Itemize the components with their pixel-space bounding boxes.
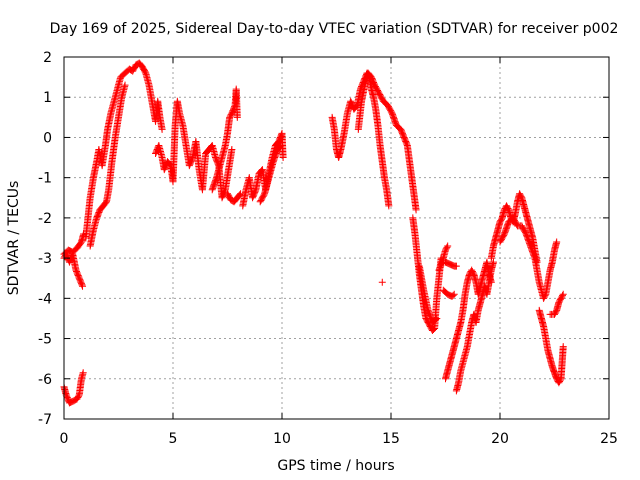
data-point: [559, 343, 567, 351]
data-point: [121, 81, 129, 89]
x-tick-label: 25: [600, 431, 618, 447]
y-tick-label: -2: [38, 211, 52, 227]
data-point: [277, 141, 285, 149]
data-point: [228, 146, 236, 154]
data-point: [553, 238, 561, 246]
y-tick-label: -4: [38, 291, 52, 307]
data-point: [78, 281, 86, 289]
data-point: [444, 242, 452, 250]
axis-ticks: 0 5 10 15 20 25 -7 -6 -5 -4 -3 -2 -1 0 1 2: [38, 50, 618, 447]
x-axis-label: GPS time / hours: [277, 458, 394, 474]
y-tick-label: 0: [43, 130, 52, 146]
data-point: [452, 262, 460, 270]
y-axis-label: SDTVAR / TECUs: [6, 181, 22, 296]
x-tick-label: 15: [382, 431, 400, 447]
data-point: [558, 292, 566, 300]
data-point: [79, 369, 87, 377]
y-tick-label: -6: [38, 372, 52, 388]
data-markers: [60, 59, 567, 407]
data-point: [489, 258, 497, 266]
data-point: [79, 282, 87, 290]
x-tick-label: 5: [169, 431, 178, 447]
data-point: [541, 292, 549, 300]
chart-title: Day 169 of 2025, Sidereal Day-to-day VTE…: [50, 21, 619, 37]
data-point: [438, 259, 446, 267]
y-tick-label: -5: [38, 332, 52, 348]
data-point: [412, 206, 420, 214]
y-tick-label: 2: [43, 50, 52, 66]
y-tick-label: -3: [38, 251, 52, 267]
x-tick-label: 10: [273, 431, 291, 447]
data-point: [236, 191, 244, 199]
data-point: [233, 113, 241, 121]
plot-frame: [63, 56, 610, 420]
data-point: [450, 290, 458, 298]
data-point: [158, 125, 166, 133]
data-point: [279, 154, 287, 162]
data-point: [378, 278, 386, 286]
y-tick-label: 1: [43, 90, 52, 106]
x-tick-label: 20: [491, 431, 509, 447]
data-point: [449, 291, 457, 299]
data-point: [276, 142, 284, 150]
data-point: [443, 243, 451, 251]
data-point: [433, 314, 441, 322]
y-tick-label: -7: [38, 412, 52, 428]
data-point: [559, 290, 567, 298]
data-point: [385, 202, 393, 210]
y-tick-label: -1: [38, 171, 52, 187]
x-tick-label: 0: [60, 431, 69, 447]
data-point: [432, 315, 440, 323]
